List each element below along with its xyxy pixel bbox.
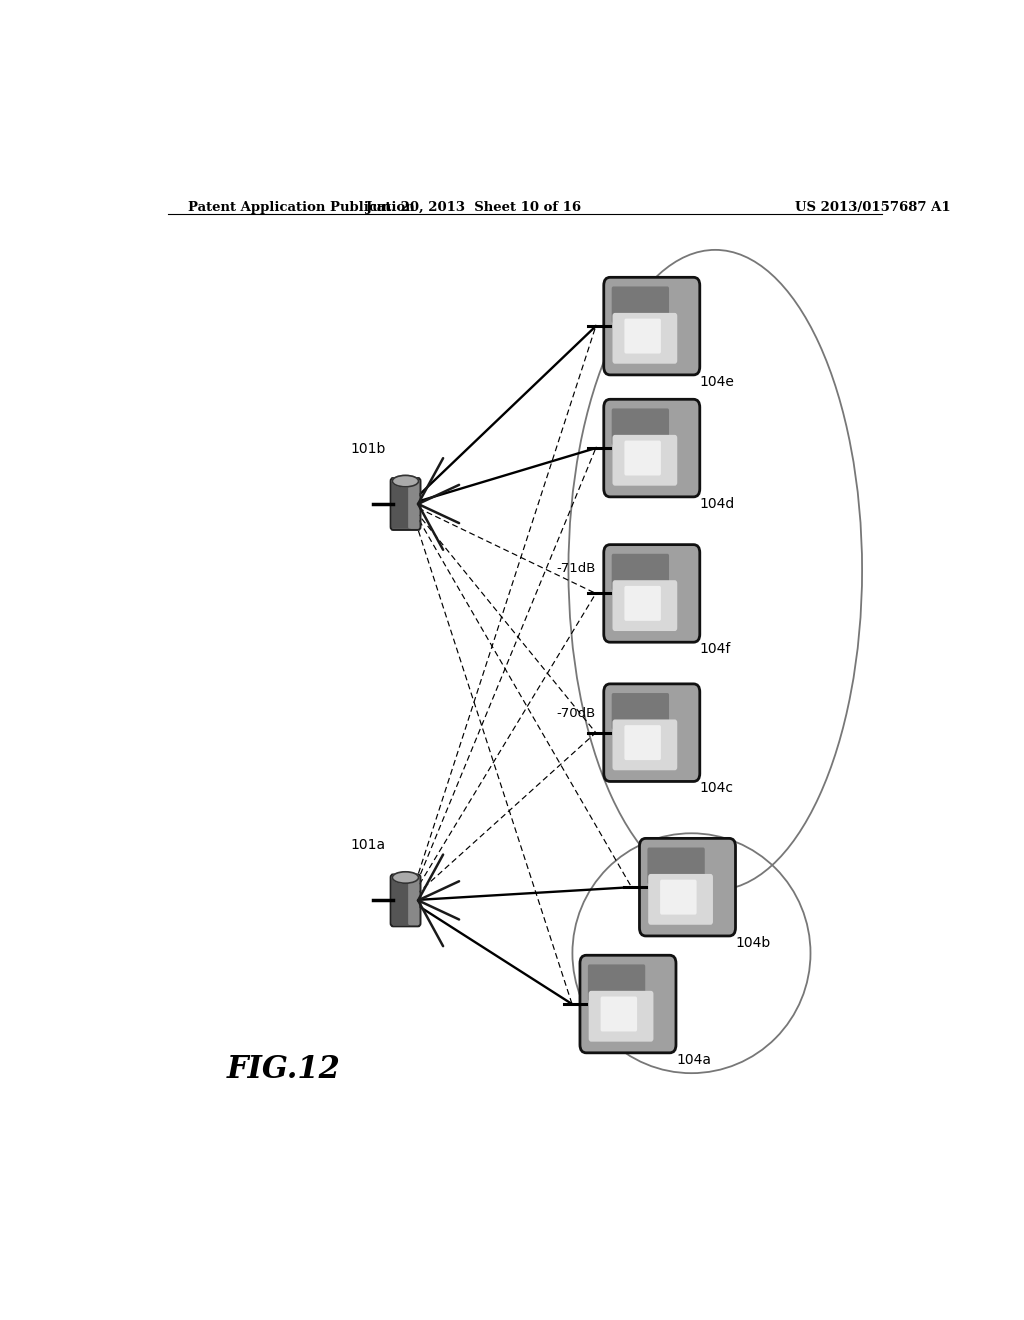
Text: 104b: 104b [735,936,771,950]
FancyBboxPatch shape [604,545,699,643]
Text: Patent Application Publication: Patent Application Publication [187,201,415,214]
Text: 104d: 104d [699,496,735,511]
Text: 104a: 104a [676,1053,711,1067]
FancyBboxPatch shape [625,586,660,620]
FancyBboxPatch shape [612,719,677,771]
FancyBboxPatch shape [625,318,660,354]
FancyBboxPatch shape [604,277,699,375]
FancyBboxPatch shape [625,725,660,760]
Text: US 2013/0157687 A1: US 2013/0157687 A1 [795,201,950,214]
FancyBboxPatch shape [601,997,637,1031]
Ellipse shape [392,871,419,883]
Text: 104f: 104f [699,643,731,656]
FancyBboxPatch shape [611,693,669,730]
Text: -70dB: -70dB [557,708,596,721]
FancyBboxPatch shape [580,956,676,1053]
Text: 104c: 104c [699,781,734,796]
Text: 101a: 101a [351,838,386,853]
FancyBboxPatch shape [612,313,677,364]
FancyBboxPatch shape [409,479,420,529]
FancyBboxPatch shape [604,684,699,781]
FancyBboxPatch shape [611,286,669,323]
Ellipse shape [392,475,419,487]
Text: 101b: 101b [350,442,386,455]
FancyBboxPatch shape [647,847,705,884]
Text: FIG.12: FIG.12 [227,1055,341,1085]
FancyBboxPatch shape [648,874,713,925]
Text: 104e: 104e [699,375,734,389]
FancyBboxPatch shape [391,479,412,529]
FancyBboxPatch shape [611,554,669,590]
FancyBboxPatch shape [660,879,696,915]
Text: Jun. 20, 2013  Sheet 10 of 16: Jun. 20, 2013 Sheet 10 of 16 [366,201,581,214]
FancyBboxPatch shape [612,581,677,631]
FancyBboxPatch shape [604,399,699,496]
FancyBboxPatch shape [588,965,645,1001]
FancyBboxPatch shape [611,408,669,445]
FancyBboxPatch shape [625,441,660,475]
Text: -71dB: -71dB [557,562,596,576]
FancyBboxPatch shape [391,875,412,925]
FancyBboxPatch shape [639,838,735,936]
FancyBboxPatch shape [409,875,420,925]
FancyBboxPatch shape [589,991,653,1041]
FancyBboxPatch shape [612,434,677,486]
